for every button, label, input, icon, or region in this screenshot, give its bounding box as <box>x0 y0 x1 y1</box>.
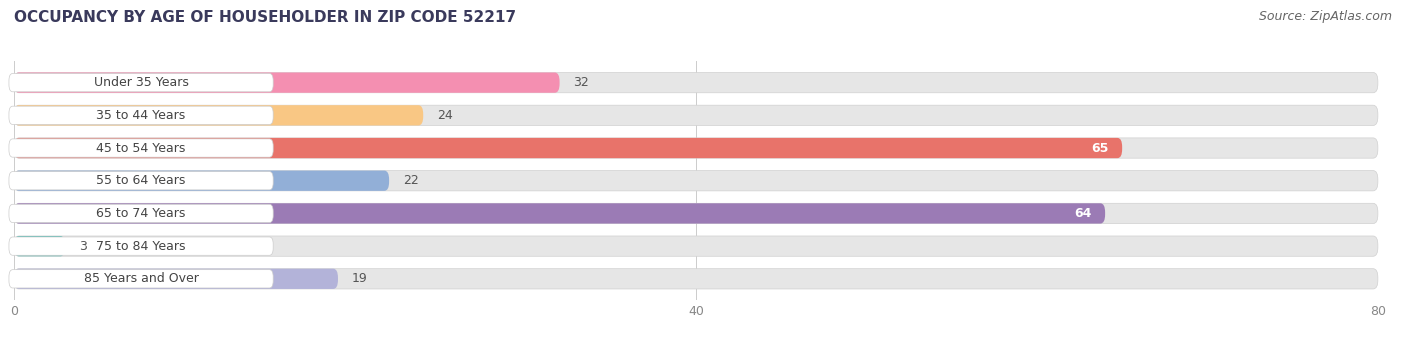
FancyBboxPatch shape <box>14 138 1122 158</box>
Text: 65: 65 <box>1091 142 1108 154</box>
FancyBboxPatch shape <box>14 73 560 93</box>
Text: 45 to 54 Years: 45 to 54 Years <box>97 142 186 154</box>
Text: 64: 64 <box>1074 207 1091 220</box>
Text: 85 Years and Over: 85 Years and Over <box>83 272 198 285</box>
Text: Source: ZipAtlas.com: Source: ZipAtlas.com <box>1258 10 1392 23</box>
FancyBboxPatch shape <box>14 203 1378 224</box>
FancyBboxPatch shape <box>14 236 1378 256</box>
FancyBboxPatch shape <box>8 73 273 92</box>
FancyBboxPatch shape <box>14 105 423 125</box>
FancyBboxPatch shape <box>14 269 337 289</box>
Text: 3: 3 <box>79 240 87 253</box>
FancyBboxPatch shape <box>14 105 1378 125</box>
Text: 65 to 74 Years: 65 to 74 Years <box>97 207 186 220</box>
Text: 24: 24 <box>437 109 453 122</box>
FancyBboxPatch shape <box>14 236 65 256</box>
FancyBboxPatch shape <box>8 270 273 288</box>
FancyBboxPatch shape <box>14 138 1378 158</box>
FancyBboxPatch shape <box>14 203 1105 224</box>
Text: OCCUPANCY BY AGE OF HOUSEHOLDER IN ZIP CODE 52217: OCCUPANCY BY AGE OF HOUSEHOLDER IN ZIP C… <box>14 10 516 25</box>
FancyBboxPatch shape <box>14 170 389 191</box>
Text: 32: 32 <box>574 76 589 89</box>
FancyBboxPatch shape <box>14 73 1378 93</box>
Text: 19: 19 <box>352 272 367 285</box>
FancyBboxPatch shape <box>14 269 1378 289</box>
Text: 35 to 44 Years: 35 to 44 Years <box>97 109 186 122</box>
Text: Under 35 Years: Under 35 Years <box>94 76 188 89</box>
FancyBboxPatch shape <box>8 237 273 255</box>
Text: 55 to 64 Years: 55 to 64 Years <box>97 174 186 187</box>
FancyBboxPatch shape <box>14 170 1378 191</box>
FancyBboxPatch shape <box>8 204 273 223</box>
FancyBboxPatch shape <box>8 172 273 190</box>
Text: 75 to 84 Years: 75 to 84 Years <box>97 240 186 253</box>
FancyBboxPatch shape <box>8 139 273 157</box>
Text: 22: 22 <box>402 174 419 187</box>
FancyBboxPatch shape <box>8 106 273 124</box>
